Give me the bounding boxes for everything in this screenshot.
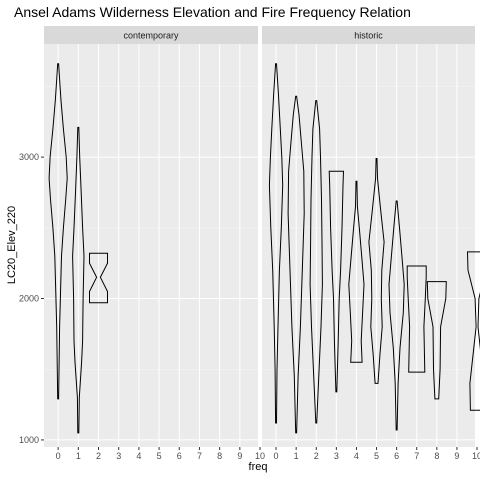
x-tick-label: 7 [414,451,419,461]
x-tick-label: 6 [177,451,182,461]
x-tick-label: 8 [217,451,222,461]
x-tick-label: 2 [96,451,101,461]
x-tick-label: 4 [354,451,359,461]
x-tick-label: 10 [472,451,480,461]
x-tick-label: 4 [136,451,141,461]
x-tick-label: 9 [237,451,242,461]
x-tick-label: 3 [334,451,339,461]
chart-title: Ansel Adams Wilderness Elevation and Fir… [14,4,411,20]
y-tick-label: 1000 [19,435,39,445]
facet-panel-contemporary: contemporary 0 1 2 3 4 5 6 7 8 9 10 [44,26,265,461]
x-tick-label: 1 [294,451,299,461]
x-tick-label: 1 [76,451,81,461]
y-tick-label: 3000 [19,152,39,162]
x-tick-label: 8 [434,451,439,461]
x-axis-title: freq [249,461,268,473]
facet-strip-label: historic [354,31,383,41]
y-tick-label: 2000 [19,294,39,304]
x-tick-label: 6 [394,451,399,461]
x-tick-label: 5 [157,451,162,461]
x-tick-label: 0 [56,451,61,461]
panel-background [44,44,258,447]
x-tick-label: 5 [374,451,379,461]
x-tick-label: 7 [197,451,202,461]
y-axis-title: LC20_Elev_220 [6,206,18,284]
x-tick-label: 10 [255,451,265,461]
facet-panels: contemporary 0 1 2 3 4 5 6 7 8 9 10 historic 0 1 2 3 4 5 6 7… [19,26,480,461]
facet-strip-label: contemporary [123,31,179,41]
panel-background [262,44,475,447]
x-tick-label: 3 [116,451,121,461]
x-tick-label: 0 [274,451,279,461]
x-tick-label: 2 [314,451,319,461]
facet-panel-historic: historic 0 1 2 3 4 5 6 7 8 9 10 [262,26,480,461]
x-tick-label: 9 [454,451,459,461]
